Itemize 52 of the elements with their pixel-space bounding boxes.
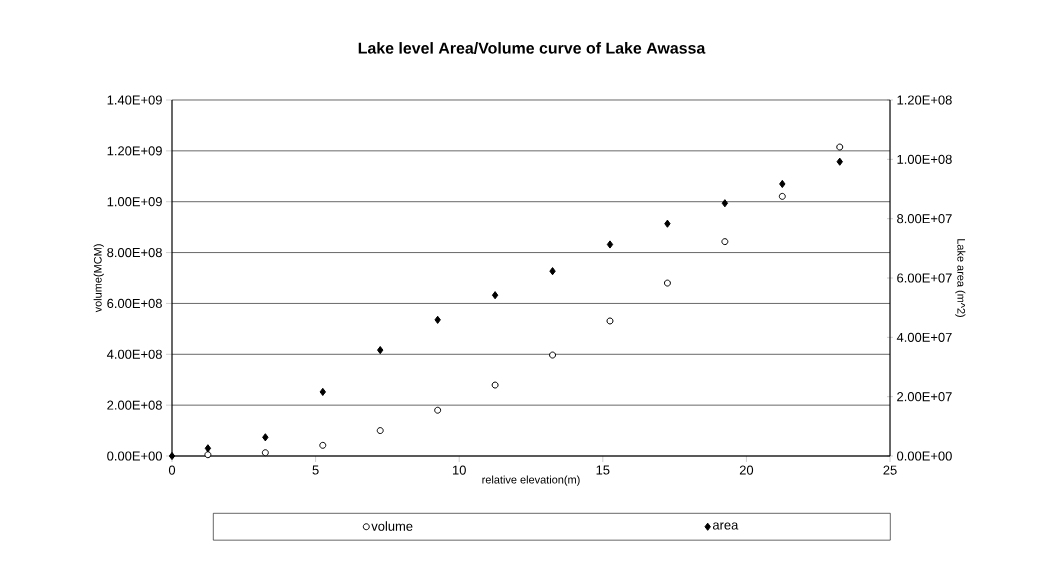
y-tick-label: 4.00E+08 — [106, 349, 162, 359]
point — [434, 406, 442, 414]
y2-tick-label: 2.00E+07 — [897, 392, 952, 402]
y2-tick-label: 8.00E+07 — [897, 214, 952, 224]
point — [491, 381, 499, 389]
point — [491, 291, 499, 300]
x-tick-label: 5 — [312, 465, 319, 475]
point — [778, 192, 786, 200]
point — [606, 240, 614, 249]
point — [377, 346, 384, 355]
x-axis-title: relative elevation(m) — [482, 475, 580, 486]
point — [549, 267, 556, 276]
point — [606, 317, 614, 325]
y2-tick-label: 0.00E+00 — [897, 451, 952, 461]
point — [204, 451, 212, 459]
x-tick-label: 15 — [596, 465, 610, 475]
x-tick-label: 0 — [168, 465, 176, 475]
point — [261, 449, 269, 457]
y2-tick-label: 4.00E+07 — [896, 332, 952, 342]
point — [836, 143, 844, 151]
y-axis-title: volume(MCM) — [93, 244, 104, 313]
y-tick-label: 0.00E+00 — [107, 451, 162, 461]
y-tick-label: 8.00E+08 — [107, 247, 162, 258]
point — [434, 315, 441, 324]
y-tick-label: 1.40E+09 — [107, 95, 162, 105]
point — [664, 219, 671, 228]
y-tick-label: 2.00E+08 — [107, 400, 162, 410]
y-tick-label: 6.00E+08 — [107, 298, 162, 309]
chart-title: Lake level Area/Volume curve of Lake Awassa — [358, 42, 706, 54]
point — [204, 444, 212, 453]
y2-tick-label: 6.00E+07 — [897, 273, 952, 283]
y2-tick-label: 1.00E+08 — [897, 154, 952, 164]
point — [319, 441, 327, 449]
point — [721, 199, 729, 208]
point — [549, 351, 557, 359]
point — [168, 451, 176, 461]
point — [836, 157, 843, 166]
x-tick-label: 25 — [883, 465, 897, 475]
legend-label: volume — [371, 521, 413, 531]
y2-axis-title: Lake area (m^2) — [955, 239, 966, 318]
point — [663, 279, 671, 287]
point — [376, 427, 384, 435]
y2-tick-label: 1.20E+08 — [897, 95, 952, 105]
point — [779, 179, 786, 189]
x-tick-label: 10 — [452, 465, 466, 475]
point — [721, 238, 729, 246]
point — [319, 387, 326, 397]
x-tick-label: 20 — [739, 465, 754, 475]
point — [262, 433, 269, 442]
legend-label: area — [712, 522, 739, 530]
y-tick-label: 1.20E+09 — [107, 146, 162, 156]
y-tick-label: 1.00E+09 — [107, 197, 162, 207]
